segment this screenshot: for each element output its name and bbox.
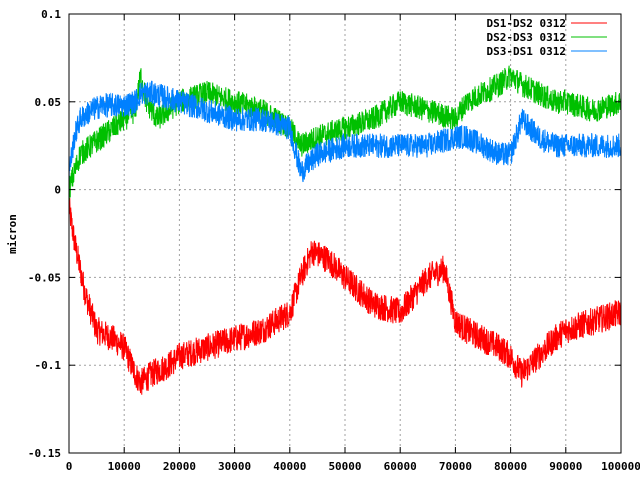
x-tick-label: 0 <box>66 460 73 473</box>
x-tick-label: 90000 <box>549 460 582 473</box>
x-tick-label: 70000 <box>439 460 472 473</box>
y-tick-label: 0.1 <box>41 8 61 21</box>
y-tick-label: 0 <box>54 184 61 197</box>
x-tick-label: 30000 <box>218 460 251 473</box>
legend-label-1: DS1-DS2 0312 <box>487 17 566 30</box>
x-tick-label: 100000 <box>601 460 640 473</box>
x-tick-label: 40000 <box>273 460 306 473</box>
series-line-1 <box>68 198 622 395</box>
y-tick-label: -0.05 <box>28 271 61 284</box>
y-tick-label: 0.05 <box>35 96 62 109</box>
y-axis-label: micron <box>6 214 19 254</box>
legend-label-3: DS3-DS1 0312 <box>487 45 566 58</box>
x-tick-label: 10000 <box>108 460 141 473</box>
legend-label-2: DS2-DS3 0312 <box>487 31 566 44</box>
x-tick-label: 60000 <box>384 460 417 473</box>
x-tick-label: 20000 <box>163 460 196 473</box>
series-line-2 <box>68 65 622 201</box>
y-tick-label: -0.1 <box>35 359 62 372</box>
x-tick-label: 50000 <box>328 460 361 473</box>
grid-layer <box>69 14 621 453</box>
y-tick-label: -0.15 <box>28 447 61 460</box>
axis-layer: 0 10000 20000 30000 40000 50000 60000 70000 8000… <box>28 8 640 473</box>
series-layer <box>68 65 622 395</box>
x-tick-label: 80000 <box>494 460 527 473</box>
series-line-3 <box>68 80 622 183</box>
